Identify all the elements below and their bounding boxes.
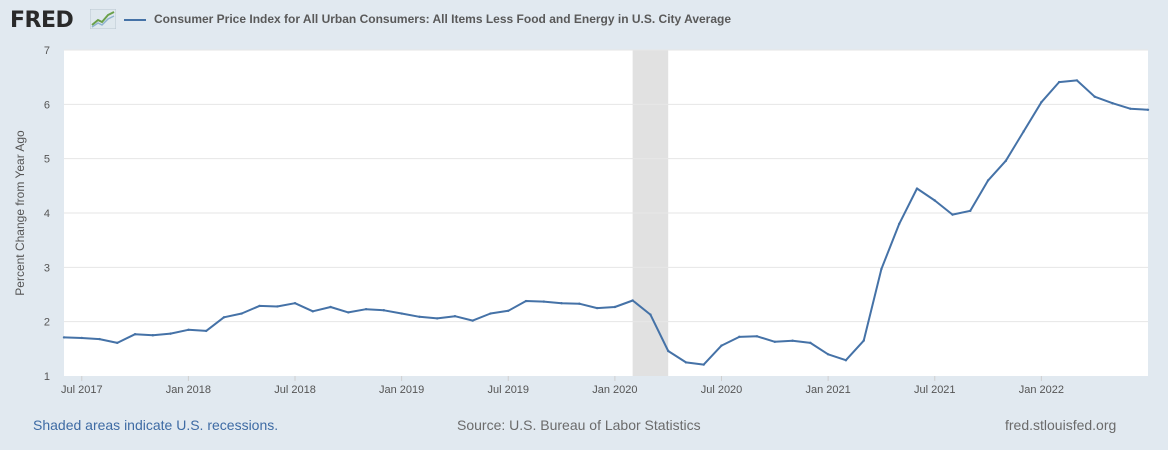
- y-tick-label: 6: [44, 99, 50, 111]
- data-point[interactable]: [507, 309, 510, 312]
- data-point[interactable]: [898, 222, 901, 226]
- y-tick-label: 4: [44, 208, 50, 220]
- data-point[interactable]: [1057, 80, 1061, 84]
- site-link[interactable]: fred.stlouisfed.org: [1005, 417, 1117, 433]
- data-point[interactable]: [880, 267, 883, 271]
- fred-logo[interactable]: FRED: [10, 8, 74, 33]
- data-point[interactable]: [809, 341, 812, 345]
- y-axis-label: Percent Change from Year Ago: [13, 130, 27, 296]
- x-tick-label: Jul 2019: [487, 384, 529, 396]
- data-point[interactable]: [1022, 130, 1025, 133]
- y-tick-label: 5: [44, 154, 50, 166]
- y-tick-label: 1: [44, 371, 50, 383]
- data-point[interactable]: [986, 179, 990, 182]
- data-point[interactable]: [80, 336, 83, 340]
- data-point[interactable]: [471, 319, 474, 322]
- data-point[interactable]: [720, 344, 723, 347]
- source-text: Source: U.S. Bureau of Labor Statistics: [457, 417, 701, 433]
- data-point[interactable]: [453, 315, 457, 318]
- data-point[interactable]: [578, 302, 581, 305]
- data-point[interactable]: [116, 341, 119, 345]
- data-point[interactable]: [1129, 107, 1132, 110]
- data-point[interactable]: [151, 334, 155, 337]
- data-point[interactable]: [1111, 102, 1114, 105]
- data-point[interactable]: [240, 312, 243, 315]
- data-point[interactable]: [489, 312, 492, 315]
- data-point[interactable]: [1093, 95, 1096, 98]
- data-point[interactable]: [844, 359, 848, 362]
- y-axis-ticks: 1 2 3 4 5 6 7: [44, 45, 50, 383]
- data-point[interactable]: [1004, 159, 1008, 163]
- data-point[interactable]: [951, 213, 954, 216]
- series-legend[interactable]: Consumer Price Index for All Urban Consu…: [154, 12, 732, 26]
- data-point[interactable]: [329, 305, 332, 309]
- x-tick-label: Jan 2019: [379, 384, 424, 396]
- data-point[interactable]: [560, 301, 563, 305]
- y-tick-label: 3: [44, 262, 50, 274]
- data-point[interactable]: [435, 317, 439, 320]
- data-point[interactable]: [738, 335, 741, 339]
- data-point[interactable]: [613, 305, 617, 309]
- data-point[interactable]: [222, 316, 226, 319]
- data-point[interactable]: [169, 332, 172, 335]
- data-point[interactable]: [258, 304, 261, 308]
- x-tick-label: Jul 2021: [914, 384, 956, 396]
- data-point[interactable]: [1075, 79, 1079, 82]
- legend-line-swatch: [124, 19, 146, 21]
- x-tick-label: Jul 2017: [61, 384, 103, 396]
- data-point[interactable]: [1040, 100, 1043, 104]
- data-point[interactable]: [276, 305, 279, 308]
- data-point[interactable]: [933, 199, 936, 202]
- x-axis-ticks: Jul 2017 Jan 2018 Jul 2018 Jan 2019 Jul 2019…: [61, 376, 1064, 396]
- data-point[interactable]: [293, 301, 297, 305]
- x-tick-label: Jul 2018: [274, 384, 316, 396]
- data-point[interactable]: [702, 363, 705, 366]
- data-point[interactable]: [755, 335, 759, 338]
- x-tick-label: Jan 2021: [805, 384, 850, 396]
- data-point[interactable]: [915, 187, 919, 190]
- data-point[interactable]: [862, 339, 865, 342]
- data-point[interactable]: [524, 299, 528, 303]
- chart-header: FRED Consumer Price Index for All Urban …: [10, 6, 1160, 34]
- data-point[interactable]: [347, 311, 350, 314]
- data-point[interactable]: [400, 312, 403, 315]
- data-point[interactable]: [133, 332, 137, 336]
- grid-layer: [64, 49, 1148, 323]
- data-point[interactable]: [631, 299, 634, 302]
- data-point[interactable]: [382, 309, 386, 312]
- data-point[interactable]: [666, 349, 670, 353]
- data-point[interactable]: [364, 307, 368, 311]
- data-point[interactable]: [98, 337, 101, 341]
- y-tick-label: 2: [44, 317, 50, 329]
- x-tick-label: Jul 2020: [701, 384, 743, 396]
- data-point[interactable]: [542, 300, 546, 303]
- data-point[interactable]: [187, 328, 190, 332]
- data-point[interactable]: [969, 209, 972, 213]
- data-point[interactable]: [826, 353, 830, 356]
- data-point[interactable]: [791, 339, 794, 342]
- recession-note[interactable]: Shaded areas indicate U.S. recessions.: [33, 417, 279, 433]
- data-point[interactable]: [418, 315, 421, 318]
- data-point[interactable]: [595, 306, 599, 310]
- data-point[interactable]: [649, 313, 652, 316]
- data-point[interactable]: [204, 329, 208, 333]
- data-point[interactable]: [62, 336, 66, 339]
- data-point[interactable]: [1146, 108, 1150, 111]
- x-tick-label: Jan 2018: [166, 384, 211, 396]
- data-point[interactable]: [684, 361, 688, 364]
- series-layer: [62, 79, 1150, 366]
- x-tick-label: Jan 2020: [592, 384, 637, 396]
- data-point[interactable]: [311, 310, 314, 313]
- x-tick-label: Jan 2022: [1019, 384, 1064, 396]
- series-line-0[interactable]: [63, 79, 1149, 366]
- data-point[interactable]: [773, 340, 777, 343]
- y-tick-label: 7: [44, 45, 50, 57]
- chart-trend-icon: [90, 9, 116, 29]
